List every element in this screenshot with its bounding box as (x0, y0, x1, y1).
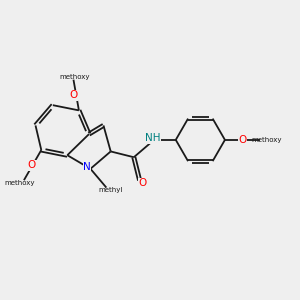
Text: methoxy: methoxy (252, 137, 282, 143)
Text: O: O (238, 135, 246, 145)
Text: O: O (70, 90, 78, 100)
Text: methyl: methyl (98, 188, 123, 194)
Text: N: N (83, 162, 91, 172)
Text: O: O (138, 178, 147, 188)
Text: methoxy: methoxy (60, 74, 90, 80)
Text: NH: NH (145, 134, 161, 143)
Text: methoxy: methoxy (4, 180, 35, 186)
Text: O: O (28, 160, 36, 170)
